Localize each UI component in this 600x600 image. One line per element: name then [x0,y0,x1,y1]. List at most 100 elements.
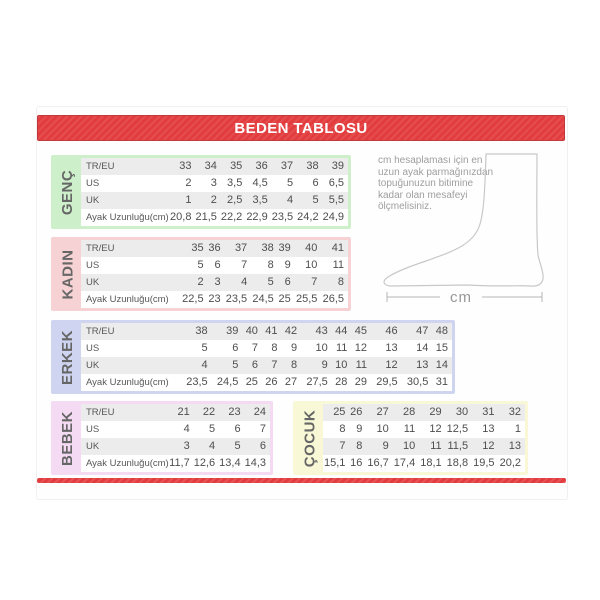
size-cell: 11 [332,259,344,271]
table-row: TR/EU 33 34 35 36 37 38 39 [81,158,348,175]
size-cell: 10 [376,423,389,435]
section-cocuk: ÇOCUK 25 26 27 28 29 30 31 32 8 9 10 11 12 12,5 13 1 7 8 9… [293,401,528,475]
table-row: UK 1 2 2,5 3,5 4 5 5,5 [81,192,348,209]
size-cell: 2 [185,177,192,189]
size-cell: 24,9 [322,211,344,223]
size-cell: 41 [331,242,344,254]
size-cell: 37 [280,160,294,172]
size-cell: 48 [435,325,448,337]
size-cell: 6 [284,276,291,288]
size-cell: 7 [271,359,278,371]
size-cell: 2,5 [227,194,243,206]
section-erkek: ERKEK TR/EU 38 39 40 41 42 43 44 45 46 47 48 US 5 6 7 8 9… [51,320,455,394]
size-cell: 45 [354,325,367,337]
size-cell: 7 [251,342,258,354]
size-cell: 4 [241,276,248,288]
size-cell: 4,5 [252,177,268,189]
size-cell: 25,5 [295,293,318,305]
size-cell: 25 [333,406,346,418]
size-cell: 16 [350,457,363,469]
size-table-cocuk: 25 26 27 28 29 30 31 32 8 9 10 11 12 12,5 13 1 7 8 9 10 11 11… [323,404,525,472]
row-label: US [86,260,100,271]
size-cell: 32 [508,406,521,418]
size-cell: 13 [508,440,521,452]
cm-measure-line [386,292,543,302]
size-cell: 3 [214,276,221,288]
size-cell: 34 [204,160,217,172]
table-row: Ayak Uzunluğu(cm) 11,7 12,6 13,4 14,3 [81,455,270,472]
size-table-kadin: TR/EU 35 36 37 38 39 40 41 US 5 6 7 8 9 10 11 UK 2 3 4 5 6 7 8 A… [81,240,348,308]
size-cell: 12 [482,440,495,452]
section-label-bebek: BEBEK [54,404,81,472]
size-cell: 14 [416,342,429,354]
foot-measure-figure: cm [383,153,544,306]
header-band: BEDEN TABLOSU [37,115,565,141]
row-label: Ayak Uzunluğu(cm) [86,294,169,305]
size-cell: 39 [226,325,239,337]
size-cell: 22 [202,406,216,418]
size-cell: 38 [306,160,319,172]
table-row: 25 26 27 28 29 30 31 32 [323,404,525,421]
section-kadin: KADIN TR/EU 35 36 37 38 39 40 41 US 5 6 7 8 9 10 11 UK 2 3… [51,237,351,311]
size-cell: 14 [435,359,448,371]
size-cell: 5 [312,194,319,206]
size-cell: 10 [315,342,328,354]
table-row: TR/EU 21 22 23 24 [81,404,270,421]
size-cell: 29 [354,376,367,388]
size-cell: 22,2 [220,211,243,223]
size-cell: 15 [435,342,448,354]
row-label: TR/EU [86,161,115,172]
table-row: US 5 6 7 8 9 10 11 12 13 14 15 [81,340,452,357]
size-cell: 4 [209,440,216,452]
size-cell: 8 [291,359,298,371]
size-table-genc: TR/EU 33 34 35 36 37 38 39 US 2 3 3,5 4,5 5 6 6,5 UK 1 2 2,… [81,158,348,226]
size-cell: 7 [241,259,248,271]
size-cell: 16,7 [367,457,389,469]
size-cell: 27,5 [306,376,328,388]
note-line: cm hesaplaması için en [378,155,483,166]
size-cell: 3,5 [227,177,243,189]
section-label-text: ERKEK [59,329,77,385]
size-cell: 15,1 [324,457,346,469]
row-label: UK [86,277,100,288]
size-cell: 13,4 [219,457,241,469]
size-cell: 30,5 [406,376,429,388]
size-cell: 5 [197,259,204,271]
size-cell: 13 [385,342,398,354]
size-cell: 25 [245,376,258,388]
size-cell: 11 [403,423,416,435]
size-cell: 31 [482,406,495,418]
size-cell: 11 [335,342,348,354]
size-cell: 27 [376,406,389,418]
row-label: US [86,424,100,435]
size-cell: 38 [195,325,208,337]
size-cell: 6 [234,423,241,435]
size-cell: 26,5 [322,293,344,305]
table-row: Ayak Uzunluğu(cm) 23,5 24,5 25 26 27 27,5 28 29 2… [81,374,452,391]
size-cell: 24,5 [252,293,274,305]
row-label: UK [86,360,100,371]
size-cell: 10 [335,359,348,371]
size-cell: 5 [234,440,241,452]
size-cell: 22,5 [182,293,204,305]
size-cell: 5,5 [328,194,344,206]
size-cell: 1 [185,194,192,206]
size-cell: 3 [210,177,217,189]
size-cell: 11,5 [447,440,469,452]
size-cell: 25 [278,293,291,305]
size-cell: 21,5 [195,211,217,223]
size-cell: 36 [255,160,268,172]
row-label: UK [86,195,100,206]
note-line: topuğunuzun bitimine [378,178,474,190]
size-cell: 7 [339,440,346,452]
size-cell: 6 [232,342,239,354]
size-cell: 26 [350,406,363,418]
row-label: US [86,178,100,189]
size-cell: 10 [402,440,416,452]
size-cell: 20,2 [499,457,521,469]
size-cell: 24,2 [297,211,319,223]
size-cell: 43 [315,325,328,337]
note-line: uzun ayak parmağınızdan [378,166,494,178]
size-cell: 6 [259,440,266,452]
size-cell: 9 [291,342,298,354]
